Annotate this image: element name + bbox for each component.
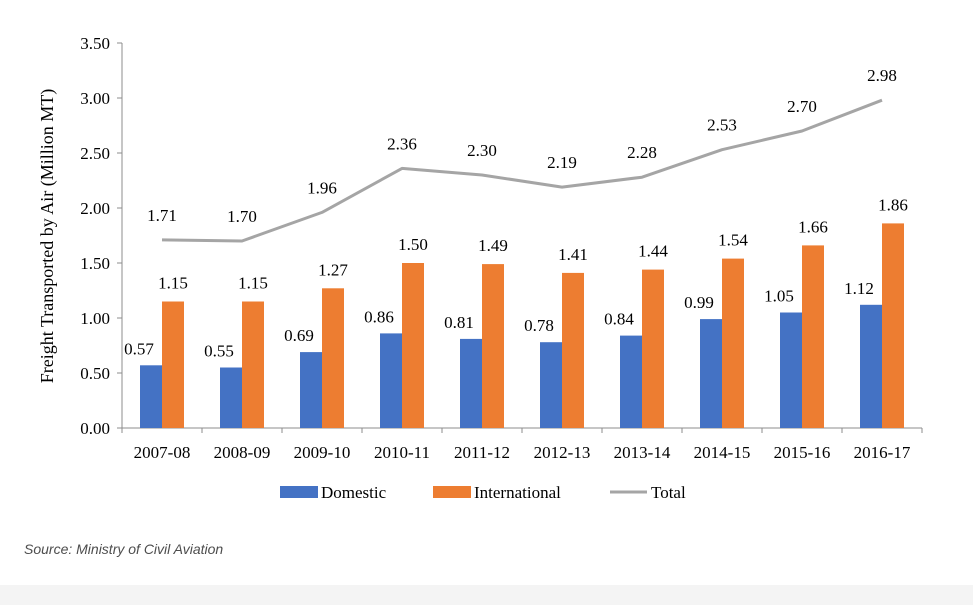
bar-international — [642, 269, 664, 428]
x-tick-label: 2008-09 — [214, 443, 271, 462]
y-tick-label: 2.00 — [80, 199, 110, 218]
data-label-domestic: 0.69 — [284, 326, 314, 345]
bar-domestic — [220, 367, 242, 428]
data-label-domestic: 0.99 — [684, 293, 714, 312]
data-label-domestic: 0.55 — [204, 342, 234, 361]
data-label-international: 1.15 — [238, 274, 268, 293]
y-tick-label: 0.00 — [80, 419, 110, 438]
data-label-domestic: 1.05 — [764, 287, 794, 306]
line-total — [161, 98, 883, 243]
data-label-total: 2.30 — [467, 141, 497, 160]
footer-band — [0, 585, 973, 605]
x-tick-label: 2010-11 — [374, 443, 430, 462]
x-tick-label: 2016-17 — [854, 443, 911, 462]
chart-svg: Freight Transported by Air (Million MT) … — [37, 34, 923, 502]
data-label-total: 1.70 — [227, 207, 257, 226]
bar-international — [162, 301, 184, 428]
y-tick-label: 0.50 — [80, 364, 110, 383]
source-note: Source: Ministry of Civil Aviation — [24, 541, 224, 557]
x-tick-label: 2011-12 — [454, 443, 510, 462]
data-label-international: 1.44 — [638, 242, 668, 261]
data-label-total: 2.28 — [627, 143, 657, 162]
data-label-international: 1.27 — [318, 260, 348, 279]
bar-domestic — [300, 352, 322, 428]
y-tick-label: 3.00 — [80, 89, 110, 108]
legend-swatch-domestic — [280, 486, 318, 498]
bar-domestic — [140, 365, 162, 428]
bar-domestic — [540, 342, 562, 428]
bar-international — [722, 258, 744, 428]
bar-domestic — [780, 312, 802, 428]
data-label-international: 1.50 — [398, 235, 428, 254]
data-label-domestic: 0.78 — [524, 316, 554, 335]
bar-international — [482, 264, 504, 428]
data-label-domestic: 1.12 — [844, 279, 874, 298]
bar-domestic — [860, 304, 882, 428]
legend-label-international: International — [474, 483, 561, 502]
bar-international — [562, 272, 584, 428]
y-axis-label: Freight Transported by Air (Million MT) — [37, 89, 58, 384]
data-label-international: 1.54 — [718, 231, 748, 250]
bar-domestic — [700, 319, 722, 428]
bar-domestic — [380, 333, 402, 428]
plot-area: 0.00 0.50 1.00 1.50 2.00 2.50 3.00 3.50 2007-08 2… — [80, 34, 923, 462]
legend-label-total: Total — [651, 483, 686, 502]
x-tick-label: 2007-08 — [134, 443, 191, 462]
data-label-domestic: 0.86 — [364, 307, 394, 326]
bar-international — [322, 288, 344, 428]
data-label-international: 1.66 — [798, 217, 828, 236]
x-tick-label: 2015-16 — [774, 443, 831, 462]
data-label-total: 2.53 — [707, 116, 737, 135]
bar-international — [242, 301, 264, 428]
data-label-international: 1.49 — [478, 236, 508, 255]
bar-international — [882, 223, 904, 428]
data-label-total: 2.70 — [787, 97, 817, 116]
x-tick-label: 2013-14 — [614, 443, 671, 462]
bar-international — [802, 245, 824, 428]
data-label-total: 2.36 — [387, 134, 417, 153]
data-label-international: 1.41 — [558, 245, 588, 264]
bar-domestic — [460, 338, 482, 428]
data-label-total: 2.98 — [867, 66, 897, 85]
y-tick-label: 1.50 — [80, 254, 110, 273]
bar-domestic — [620, 335, 642, 428]
chart: Freight Transported by Air (Million MT) … — [37, 34, 923, 502]
x-tick-label: 2009-10 — [294, 443, 351, 462]
data-label-total: 2.19 — [547, 153, 577, 172]
data-label-domestic: 0.81 — [444, 313, 474, 332]
data-label-international: 1.86 — [878, 195, 908, 214]
y-tick-label: 2.50 — [80, 144, 110, 163]
data-label-total: 1.71 — [147, 206, 177, 225]
legend-swatch-international — [433, 486, 471, 498]
legend: Domestic International Total — [280, 483, 686, 502]
bar-international — [402, 263, 424, 428]
y-tick-label: 1.00 — [80, 309, 110, 328]
x-tick-label: 2014-15 — [694, 443, 751, 462]
data-label-total: 1.96 — [307, 178, 337, 197]
x-tick-label: 2012-13 — [534, 443, 591, 462]
y-tick-label: 3.50 — [80, 34, 110, 53]
data-label-domestic: 0.84 — [604, 310, 634, 329]
legend-label-domestic: Domestic — [321, 483, 387, 502]
data-label-domestic: 0.57 — [124, 339, 154, 358]
data-label-international: 1.15 — [158, 274, 188, 293]
